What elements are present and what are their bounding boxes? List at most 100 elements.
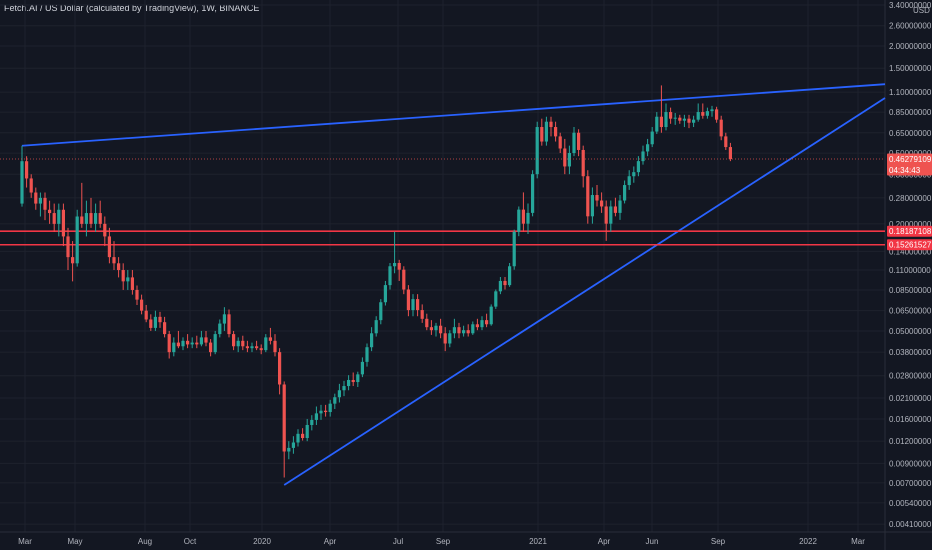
time-tick-label: Sep [436,537,451,546]
price-scale[interactable]: 3.40000000 2.60000000 2.00000000 1.50000000… [889,1,932,529]
time-scale[interactable]: Mar May Aug Oct 2020 Apr Jul Sep 2021 Apr Jun Sep 20… [18,537,865,546]
candle-body [172,342,176,353]
candle-body [310,419,314,425]
price-tick-label: 0.28000000 [889,194,932,203]
candle-body [728,147,732,160]
candle-body [406,289,410,311]
last-price-tag-bg [887,153,932,176]
candle-body [627,176,631,186]
candle-body [572,132,576,153]
candle-body [98,213,102,224]
candle-body [273,340,277,353]
price-tick-label: 0.06500000 [889,307,932,316]
time-tick-label: Apr [324,537,337,546]
trendline-upper [21,83,886,147]
candle-body [623,185,627,201]
candle-body [52,213,56,224]
time-tick-label: Aug [138,537,152,546]
time-tick-label: Sep [711,537,726,546]
candle-body [135,289,139,300]
candles [0,85,885,478]
candle-body [595,195,599,201]
time-tick-label: May [67,537,82,546]
candle-body [554,127,558,137]
candle-body [75,216,79,264]
candle-body [374,320,378,334]
candle-body [678,117,682,121]
candle-body [66,236,70,258]
candle-body [393,262,397,267]
candle-body [195,342,199,345]
candle-body [94,213,98,224]
candle-body [641,151,645,162]
candle-body [535,127,539,175]
candle-body [549,121,553,128]
time-tick-label: Jun [646,537,659,546]
candle-body [209,342,213,353]
trendlines[interactable] [21,83,886,486]
candle-body [457,327,461,334]
candle-body [314,413,318,420]
candle-body [512,231,516,267]
candle-body [370,333,374,348]
candle-body [20,161,24,204]
candle-body [563,148,567,167]
candle-body [544,121,548,142]
candle-body [581,149,585,177]
candle-body [282,384,286,452]
price-tick-label: 0.01600000 [889,415,932,424]
candle-body [48,209,52,214]
candle-body [144,310,148,320]
candle-body [466,330,470,334]
hline-tag-1-bg [887,225,932,237]
candle-body [43,197,47,210]
time-tick-label: Oct [184,537,197,546]
candle-body [439,325,443,334]
price-tick-label: 3.40000000 [889,1,932,10]
price-tick-label: 0.20000000 [889,220,932,229]
candle-body [186,340,190,345]
candle-body [213,334,217,353]
candle-body [471,324,475,334]
candle-body [452,327,456,334]
candle-body [227,314,231,335]
candle-body [448,333,452,344]
price-tick-label: 0.85000000 [889,108,932,117]
price-tick-label: 0.14000000 [889,247,932,256]
price-tick-label: 2.60000000 [889,22,932,31]
candle-body [498,280,502,292]
candle-body [268,337,272,341]
hline-tag-1: 0.18187108 [889,227,932,236]
time-tick-label: 2022 [799,537,817,546]
trendline-lower [283,97,886,486]
candle-body [181,340,185,347]
candle-body [434,325,438,331]
candle-body [347,379,351,387]
candle-body [503,280,507,286]
candle-body [126,277,130,282]
candle-body [659,116,663,128]
candle-body [618,200,622,213]
candle-body [650,131,654,145]
price-tick-label: 0.00900000 [889,459,932,468]
candle-body [176,342,180,347]
candle-body [586,176,590,217]
horizontal-lines[interactable] [0,230,885,246]
currency-label: USD [913,6,930,15]
time-tick-label: Mar [851,537,865,546]
candle-body [218,323,222,335]
candle-body [494,291,498,307]
candle-body [600,200,604,207]
candle-body [112,257,116,264]
candle-body [121,270,125,282]
candle-body [57,209,61,224]
price-tick-label: 0.02800000 [889,372,932,381]
candle-body [89,213,93,224]
price-tick-label: 0.05000000 [889,327,932,336]
price-tick-label: 0.00540000 [889,499,932,508]
candle-body [38,197,42,204]
candle-body [682,118,686,121]
candle-body [577,132,581,150]
candle-body [305,424,309,439]
